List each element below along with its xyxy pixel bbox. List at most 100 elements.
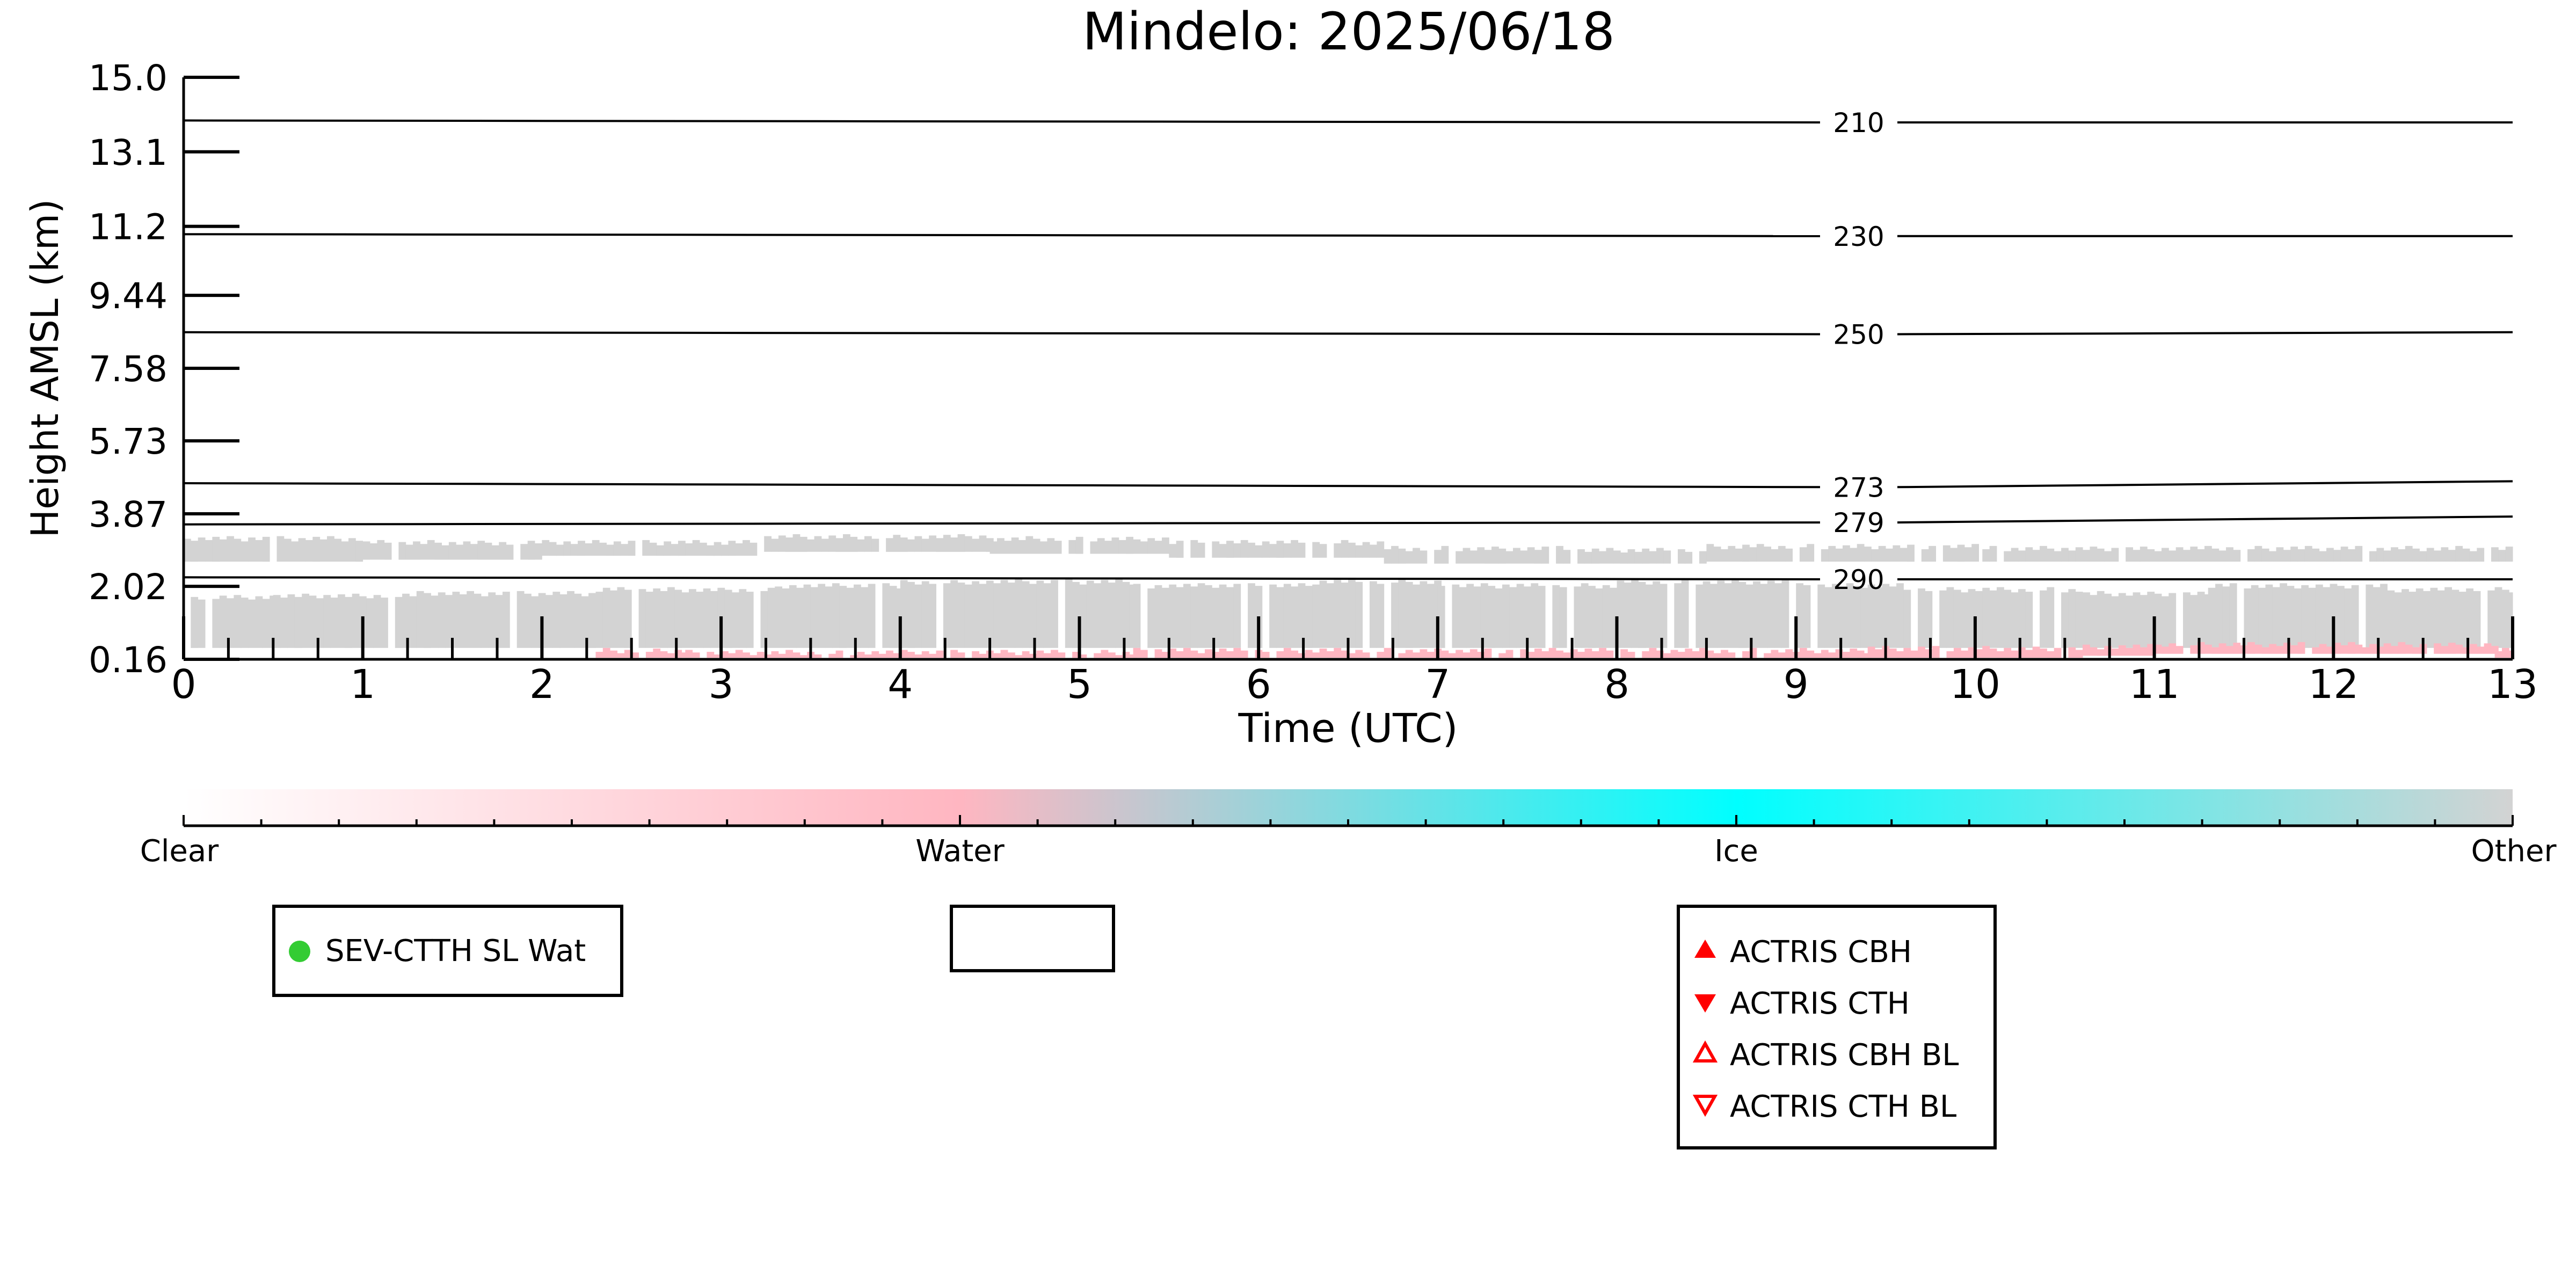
cloud-cell-other — [893, 535, 901, 552]
cloud-cell-other — [1903, 590, 1911, 648]
cloud-cell-water — [2333, 643, 2341, 654]
cloud-cell-other — [2068, 550, 2076, 562]
contour-label-230: 230 — [1833, 221, 1884, 252]
cloud-cell-other — [921, 539, 929, 552]
cloud-cell-other — [2405, 545, 2413, 562]
cloud-cell-other — [1176, 541, 1184, 558]
cloud-cell-other — [617, 587, 625, 648]
cloud-cell-other — [950, 580, 958, 648]
cloud-cell-other — [681, 592, 689, 648]
cloud-cell-other — [2090, 547, 2098, 562]
cloud-cell-water — [979, 653, 987, 658]
cloud-cell-other — [2502, 590, 2509, 648]
cloud-cell-other — [1617, 580, 1625, 648]
cloud-cell-other — [1857, 544, 1865, 562]
cloud-cell-other — [900, 537, 908, 552]
cloud-cell-other — [2004, 551, 2012, 562]
cloud-cell-other — [678, 541, 686, 556]
cloud-cell-other — [255, 596, 263, 648]
cloud-cell-other — [889, 586, 897, 648]
contour-label-290: 290 — [1833, 564, 1884, 595]
cloud-cell-water — [2398, 642, 2406, 654]
cloud-cell-water — [1896, 651, 1904, 658]
cloud-cell-other — [1233, 543, 1241, 558]
cloud-cell-water — [1807, 650, 1815, 658]
cloud-cell-water — [1291, 650, 1298, 658]
cloud-cell-water — [728, 653, 736, 658]
cloud-cell-other — [1606, 548, 1614, 564]
cloud-cell-other — [653, 588, 661, 648]
cloud-cell-other — [2337, 586, 2345, 648]
cloud-cell-other — [1627, 549, 1635, 564]
cloud-cell-other — [323, 595, 331, 648]
colorbar-label-water: Water — [915, 834, 1005, 869]
cloud-cell-other — [2434, 550, 2441, 562]
cloud-cell-other — [1781, 580, 1789, 648]
cloud-cell-other — [2140, 595, 2148, 648]
cloud-cell-other — [1072, 581, 1080, 648]
cloud-cell-other — [989, 541, 998, 554]
cloud-cell-other — [1559, 587, 1567, 648]
cloud-cell-water — [764, 654, 772, 658]
cloud-cell-water — [828, 653, 836, 658]
cloud-cell-other — [1513, 548, 1520, 564]
cloud-cell-water — [2261, 647, 2269, 654]
cloud-cell-water — [1903, 647, 1911, 658]
cloud-cell-other — [1291, 540, 1298, 558]
cloud-cell-other — [398, 542, 406, 560]
cloud-cell-other — [1104, 541, 1112, 554]
cloud-cell-other — [248, 537, 256, 562]
cloud-cell-other — [567, 591, 574, 648]
cloud-cell-water — [2154, 644, 2162, 654]
cloud-cell-other — [1319, 580, 1327, 648]
cloud-cell-other — [1140, 541, 1148, 554]
cloud-cell-water — [2025, 650, 2033, 658]
cloud-cell-other — [227, 536, 234, 562]
cloud-cell-water — [1240, 650, 1248, 658]
cloud-cell-water — [617, 653, 625, 658]
cloud-mask — [184, 534, 2513, 658]
cloud-cell-other — [2287, 586, 2295, 648]
cloud-cell-other — [799, 536, 807, 552]
cloud-cell-other — [2280, 583, 2287, 648]
cloud-cell-water — [1122, 652, 1130, 658]
y-tick-label: 0.16 — [89, 639, 168, 681]
cloud-cell-other — [864, 536, 872, 552]
cloud-cell-other — [1674, 583, 1682, 648]
cloud-cell-other — [1771, 549, 1779, 562]
cloud-cell-water — [1875, 649, 1882, 658]
cloud-cell-water — [707, 652, 715, 658]
cloud-cell-other — [950, 537, 958, 552]
cloud-cell-water — [2276, 646, 2284, 654]
cloud-cell-other — [1921, 549, 1929, 562]
cloud-cell-water — [1000, 650, 1008, 658]
cloud-cell-other — [1101, 580, 1109, 648]
cloud-cell-other — [2408, 592, 2417, 648]
cloud-cell-other — [2244, 588, 2252, 648]
cloud-cell-other — [1047, 538, 1055, 554]
cloud-cell-water — [2140, 647, 2148, 656]
cloud-cell-other — [2083, 592, 2090, 648]
cloud-cell-other — [2477, 548, 2485, 562]
cloud-cell-other — [1706, 544, 1714, 562]
cloud-cell-other — [843, 534, 850, 552]
cloud-cell-other — [1663, 550, 1671, 564]
cloud-cell-other — [2254, 545, 2262, 562]
cloud-cell-other — [592, 540, 600, 556]
cloud-cell-water — [1764, 653, 1771, 658]
cloud-cell-other — [585, 543, 593, 556]
cloud-cell-water — [1771, 650, 1779, 658]
cloud-cell-other — [499, 542, 507, 560]
cloud-cell-other — [1488, 586, 1496, 648]
cloud-cell-other — [405, 544, 413, 560]
cloud-cell-other — [595, 592, 603, 648]
cloud-cell-other — [1437, 586, 1445, 648]
cloud-cell-other — [1162, 587, 1169, 648]
contour-line-273 — [1897, 480, 2513, 489]
cloud-cell-other — [649, 542, 657, 556]
cloud-cell-other — [191, 541, 199, 562]
cloud-cell-other — [2211, 548, 2220, 562]
x-tick-label: 7 — [1425, 661, 1450, 708]
cloud-cell-other — [448, 542, 456, 560]
